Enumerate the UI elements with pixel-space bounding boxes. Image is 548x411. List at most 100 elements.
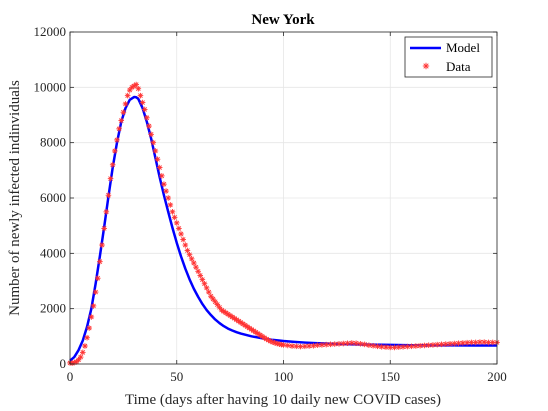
data-point	[105, 192, 112, 199]
chart-title: New York	[251, 12, 315, 28]
legend-data-star	[422, 62, 430, 70]
data-point	[103, 209, 110, 215]
x-tick-label: 150	[381, 369, 401, 384]
data-point	[191, 260, 197, 266]
data-point	[293, 343, 300, 350]
data-point	[150, 139, 157, 146]
data-point	[344, 340, 351, 347]
data-point	[212, 298, 218, 305]
data-point	[361, 341, 368, 348]
data-point	[284, 342, 291, 349]
data-point	[178, 231, 184, 237]
data-point	[468, 339, 475, 346]
data-point	[387, 344, 394, 351]
y-tick-label: 4000	[40, 245, 66, 260]
data-point	[154, 156, 161, 163]
data-point	[148, 131, 154, 138]
data-point	[144, 114, 150, 121]
x-tick-label: 100	[274, 369, 294, 384]
data-point	[340, 340, 347, 347]
data-point	[77, 354, 84, 360]
data-point	[84, 334, 90, 341]
data-point	[94, 275, 101, 282]
data-point	[370, 342, 376, 349]
y-tick-label: 6000	[40, 190, 66, 205]
data-point	[99, 242, 105, 248]
legend: Model Data	[404, 36, 493, 78]
data-point	[188, 256, 195, 262]
x-axis-title: Time (days after having 10 daily new COV…	[125, 392, 441, 408]
x-tick-label: 200	[487, 369, 507, 384]
data-point	[176, 225, 182, 232]
legend-model-label: Model	[446, 40, 480, 55]
data-point	[82, 343, 88, 349]
data-point	[112, 148, 118, 154]
data-point	[208, 293, 214, 300]
y-axis-title: Number of newly infected indinviduals	[7, 80, 23, 316]
data-point	[137, 92, 144, 99]
y-tick-label: 8000	[40, 135, 66, 150]
data-point	[199, 276, 206, 283]
data-point	[353, 340, 359, 347]
data-point	[451, 340, 458, 347]
data-point	[197, 272, 204, 279]
data-point	[203, 285, 210, 291]
data-point	[455, 340, 462, 347]
data-point	[193, 264, 199, 270]
data-point	[97, 258, 103, 265]
y-tick-label: 10000	[34, 79, 67, 94]
data-point	[270, 339, 276, 345]
data-point	[171, 214, 178, 221]
data-point	[378, 344, 385, 350]
data-point	[477, 339, 483, 345]
data-point	[310, 342, 317, 349]
data-point	[302, 343, 308, 350]
data-point	[205, 289, 212, 295]
legend-box	[404, 36, 493, 78]
data-point	[156, 164, 163, 171]
data-point	[152, 148, 159, 154]
y-tick-label: 2000	[40, 301, 66, 316]
data-point	[88, 314, 95, 320]
x-tick-label: 0	[67, 369, 74, 384]
data-point	[133, 81, 139, 88]
y-tick-label: 12000	[34, 24, 67, 39]
data-point	[167, 202, 174, 208]
legend-data-label: Data	[446, 59, 471, 74]
data-point	[101, 225, 107, 232]
data-point	[159, 173, 165, 179]
data-point	[141, 106, 148, 113]
data-point	[180, 236, 186, 243]
data-point	[182, 242, 189, 248]
data-point	[135, 85, 142, 92]
data-series	[67, 81, 500, 366]
data-point	[80, 349, 86, 356]
data-point	[92, 289, 99, 295]
data-point	[114, 137, 120, 143]
data-point	[173, 220, 180, 226]
data-point	[124, 92, 131, 99]
data-point	[280, 342, 287, 348]
y-tick-label: 0	[60, 356, 67, 371]
data-point	[116, 126, 122, 132]
data-point	[120, 109, 127, 116]
data-point	[122, 101, 129, 107]
data-point	[366, 342, 372, 348]
data-point	[201, 280, 208, 287]
data-point	[413, 343, 419, 349]
data-point	[165, 195, 172, 201]
data-point	[107, 175, 114, 182]
data-point	[86, 325, 93, 331]
data-point	[357, 341, 364, 347]
data-point	[139, 99, 146, 106]
data-point	[131, 83, 137, 89]
data-point	[306, 343, 312, 349]
data-point	[109, 162, 116, 168]
data-point	[163, 188, 169, 194]
legend-data-marker	[422, 62, 430, 70]
data-point	[146, 123, 152, 129]
data-point	[331, 341, 338, 347]
